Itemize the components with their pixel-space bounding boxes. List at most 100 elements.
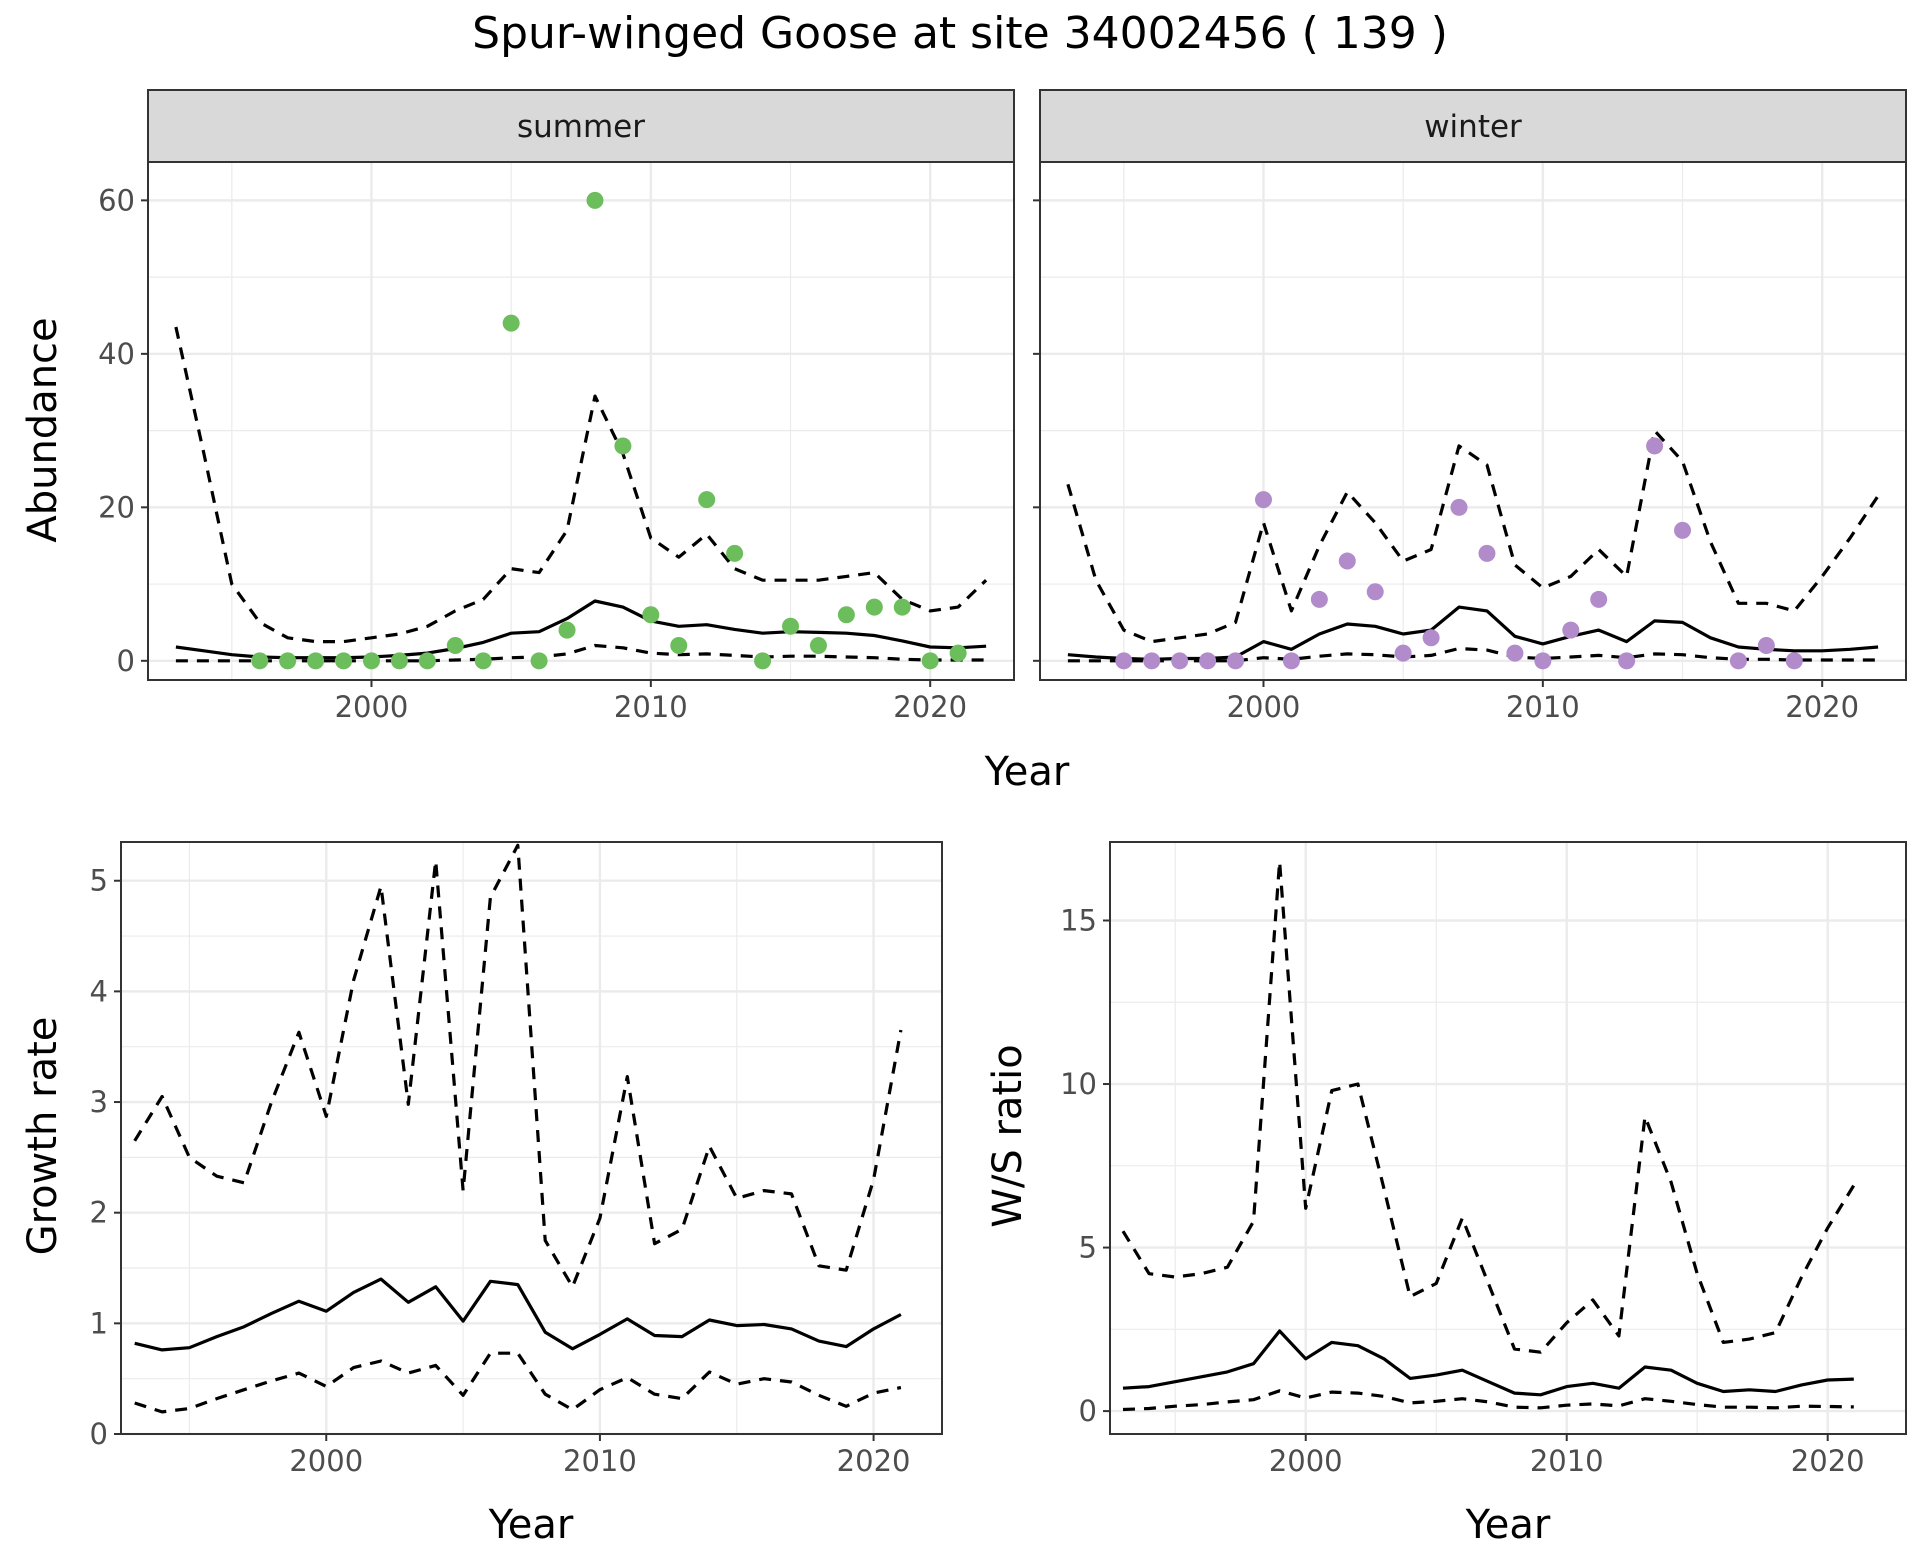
winter-observed-point (1227, 652, 1245, 670)
summer-observed-point (362, 652, 380, 670)
growth-x-tick-label: 2020 (837, 1444, 911, 1478)
winter-observed-point (1254, 491, 1272, 509)
panel-summer: summer 2000 2010 2020 0 20 40 60 (98, 89, 1015, 724)
summer-observed-point (865, 598, 883, 616)
summer-observed-point (502, 314, 520, 332)
winter-line-upper (1066, 429, 1880, 644)
winter-observed-point (1562, 621, 1580, 639)
ws-plot-area (1110, 842, 1906, 1434)
growth-y-tick-label: 2 (90, 1196, 108, 1230)
summer-panel-border (147, 161, 1015, 681)
top-y-axis-title: Abundance (20, 317, 66, 542)
summer-observed-point (809, 636, 827, 654)
ws-x-tick-label: 2000 (1269, 1444, 1343, 1478)
winter-observed-point (1338, 552, 1356, 570)
summer-y-tick-label: 40 (98, 337, 135, 371)
summer-x-tick-label: 2010 (614, 690, 688, 724)
growth-y-tick-label: 0 (90, 1417, 108, 1451)
winter-observed-point (1450, 498, 1468, 516)
summer-plot-area (148, 162, 1014, 680)
winter-observed-point (1478, 544, 1496, 562)
ws-y-tick-label: 10 (1060, 1067, 1097, 1101)
winter-observed-point (1282, 652, 1300, 670)
growth-y-tick-label: 3 (90, 1085, 108, 1119)
ws-line-mean (1122, 1329, 1854, 1397)
winter-observed-point (1618, 652, 1636, 670)
growth-y-axis-title: Growth rate (20, 1017, 66, 1256)
summer-observed-point (251, 652, 269, 670)
summer-observed-point (335, 652, 353, 670)
growth-plot-area (121, 842, 942, 1434)
strip-label-summer: summer (517, 109, 645, 145)
winter-observed-point (1366, 583, 1384, 601)
winter-x-tick-label: 2020 (1785, 690, 1859, 724)
summer-observed-point (474, 652, 492, 670)
summer-observed-point (837, 606, 855, 624)
winter-x-tick-label: 2010 (1506, 690, 1580, 724)
summer-observed-point (782, 617, 800, 635)
summer-observed-point (307, 652, 325, 670)
growth-line-upper (133, 843, 903, 1289)
summer-observed-point (949, 644, 967, 662)
summer-observed-point (642, 606, 660, 624)
summer-observed-point (558, 621, 576, 639)
winter-observed-point (1757, 636, 1775, 654)
summer-observed-point (614, 437, 632, 455)
winter-observed-point (1310, 590, 1328, 608)
winter-observed-point (1646, 437, 1664, 455)
summer-observed-point (586, 191, 604, 209)
summer-x-tick-label: 2000 (335, 690, 409, 724)
summer-observed-point (446, 636, 464, 654)
winter-observed-point (1143, 652, 1161, 670)
ws-panel-border (1109, 841, 1907, 1435)
summer-observed-point (921, 652, 939, 670)
winter-observed-point (1422, 629, 1440, 647)
summer-observed-point (893, 598, 911, 616)
ws-x-tick-label: 2020 (1791, 1444, 1865, 1478)
summer-line-upper (174, 326, 988, 644)
growth-x-tick-label: 2010 (563, 1444, 637, 1478)
summer-observed-point (530, 652, 548, 670)
summer-observed-point (670, 636, 688, 654)
growth-line-lower (134, 1351, 902, 1414)
summer-x-tick-label: 2020 (893, 690, 967, 724)
winter-observed-point (1394, 644, 1412, 662)
winter-observed-point (1785, 652, 1803, 670)
summer-y-tick-label: 0 (117, 644, 135, 678)
ws-x-tick-label: 2010 (1530, 1444, 1604, 1478)
strip-summer (147, 89, 1015, 163)
winter-observed-point (1590, 590, 1608, 608)
winter-observed-point (1729, 652, 1747, 670)
growth-line-mean (134, 1277, 902, 1352)
growth-x-tick-label: 2000 (289, 1444, 363, 1478)
winter-observed-point (1171, 652, 1189, 670)
summer-observed-point (698, 491, 716, 509)
winter-observed-point (1115, 652, 1133, 670)
summer-y-tick-label: 20 (98, 490, 135, 524)
ws-y-tick-label: 15 (1060, 903, 1097, 937)
summer-y-tick-label: 60 (98, 183, 135, 217)
ws-line-lower (1122, 1389, 1854, 1412)
top-x-axis-title: Year (984, 749, 1070, 795)
ws-line-upper (1121, 859, 1856, 1354)
winter-observed-point (1199, 652, 1217, 670)
panel-winter: winter 2000 2010 2020 (1033, 89, 1907, 724)
ws-y-axis-title: W/S ratio (985, 1044, 1031, 1227)
growth-y-tick-label: 5 (90, 864, 108, 898)
figure-title: Spur-winged Goose at site 34002456 ( 139… (472, 8, 1448, 59)
panel-ws-ratio: 2000 2010 2020 0 5 10 15 (1060, 841, 1907, 1478)
strip-winter (1039, 89, 1907, 163)
panel-growth-rate: 2000 2010 2020 0 1 2 3 4 5 (90, 841, 943, 1478)
ws-x-axis-title: Year (1465, 1502, 1551, 1548)
winter-observed-point (1674, 521, 1692, 539)
winter-observed-point (1506, 644, 1524, 662)
summer-observed-point (390, 652, 408, 670)
growth-y-tick-label: 4 (90, 974, 108, 1008)
strip-label-winter: winter (1424, 109, 1522, 145)
growth-panel-border (120, 841, 943, 1435)
winter-panel-border (1039, 161, 1907, 681)
growth-x-axis-title: Year (488, 1502, 574, 1548)
summer-observed-point (754, 652, 772, 670)
ws-y-tick-label: 0 (1079, 1394, 1097, 1428)
